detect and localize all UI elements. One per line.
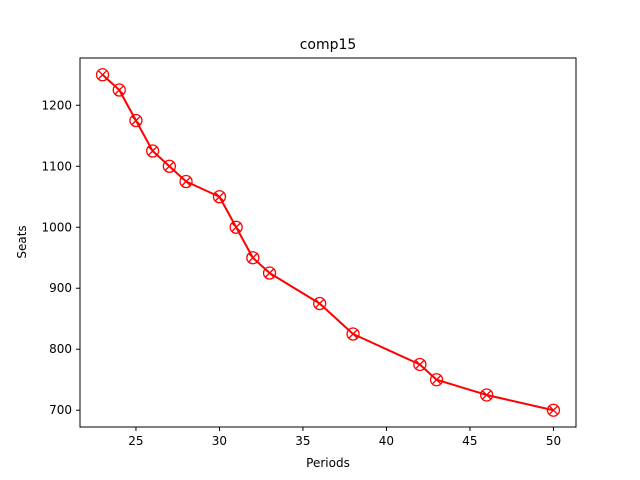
data-point-marker (429, 373, 444, 387)
chart-title: comp15 (300, 37, 357, 53)
data-point-marker (112, 83, 126, 97)
x-tick-label: 35 (295, 434, 310, 448)
data-point-marker (546, 403, 561, 417)
data-point-marker (95, 68, 110, 82)
x-tick-label: 50 (546, 434, 561, 448)
plot-frame (79, 57, 577, 428)
x-tick-label: 30 (212, 434, 227, 448)
x-tick-label: 45 (462, 434, 477, 448)
data-point-marker (262, 266, 277, 280)
x-axis-title: Periods (306, 456, 350, 470)
x-tick-label: 40 (379, 434, 394, 448)
plot-area: 25 30 35 40 45 50 700 800 900 1000 1100 1200 (41, 57, 577, 448)
data-point-marker (312, 296, 327, 311)
y-tick-label: 1100 (41, 159, 72, 173)
y-tick-label: 1000 (41, 220, 72, 234)
data-point-marker (162, 159, 176, 173)
data-point-marker (246, 251, 260, 265)
y-tick-label: 800 (49, 342, 72, 356)
data-point-marker (179, 174, 193, 189)
data-point-marker (129, 113, 143, 128)
x-tick-label: 25 (128, 434, 143, 448)
data-point-marker (480, 388, 494, 402)
y-tick-label: 900 (49, 281, 72, 295)
data-point-marker (413, 357, 427, 372)
y-axis-title: Seats (15, 225, 29, 258)
y-tick-label: 1200 (41, 98, 72, 112)
data-point-marker (212, 190, 227, 204)
data-point-marker (145, 144, 160, 158)
series-line (101, 74, 554, 412)
data-point-marker (229, 220, 243, 234)
data-point-marker (346, 327, 360, 341)
y-tick-label: 700 (49, 403, 72, 417)
